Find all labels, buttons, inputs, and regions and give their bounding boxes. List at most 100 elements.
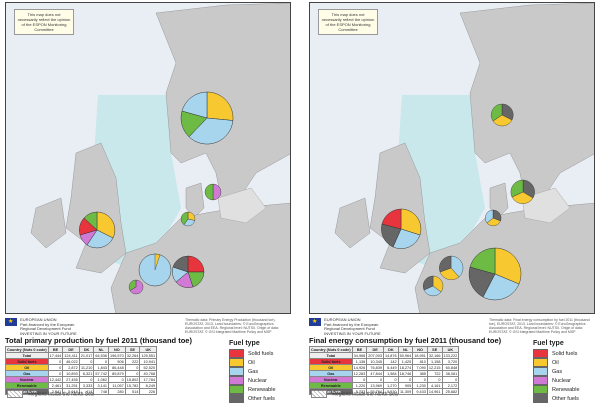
nuclear-swatch	[229, 376, 244, 385]
eu-programme: EUROPEAN UNION	[20, 317, 57, 322]
pie-uk	[381, 208, 422, 249]
table-cell: 226	[139, 388, 158, 395]
legend-label: Solid fuels	[552, 350, 578, 357]
legend-item: Other fuels	[533, 394, 595, 403]
other-fuels-swatch	[229, 394, 244, 403]
other-fuels-swatch	[533, 394, 548, 403]
eu-slogan: INVESTING IN YOUR FUTURE	[20, 330, 77, 336]
map-title: Final energy consumption by fuel 2011 (t…	[309, 336, 502, 345]
pie-de	[468, 247, 522, 301]
pie-be	[422, 275, 444, 296]
solid-fuels-swatch	[533, 349, 548, 358]
pie-no	[491, 103, 514, 127]
regions-label: Regions Inside the North Sea	[332, 391, 398, 398]
final-consumption-panel: This map does not necessarily reflect th…	[307, 0, 597, 403]
hatched-swatch	[311, 390, 327, 398]
legend-label: Nuclear	[552, 377, 571, 384]
legend-label: Other fuels	[248, 395, 275, 402]
eu-programme: EUROPEAN UNION	[324, 317, 361, 322]
table-cell: 11,309	[397, 388, 414, 395]
eu-branding: EUROPEAN UNION Part-financed by the Euro…	[5, 317, 95, 336]
hatched-swatch	[7, 390, 23, 398]
table-cell: 280	[108, 388, 126, 395]
data-table: Country (Nuts 0 code) BE DE DK NL NO SE …	[309, 346, 460, 395]
regions-legend: Regions Inside the North Sea	[311, 390, 398, 398]
legend-title: Fuel type	[533, 340, 564, 347]
row-label: Other fuels	[309, 388, 353, 395]
eu-slogan: INVESTING IN YOUR FUTURE	[324, 330, 381, 336]
north-sea-map	[6, 3, 290, 313]
table-cell: 25,682	[441, 388, 460, 395]
pie-no	[180, 91, 234, 145]
legend-label: Solid fuels	[248, 350, 274, 357]
pie-de	[172, 255, 205, 288]
oil-swatch	[229, 358, 244, 367]
row-label: Other fuels	[5, 388, 49, 395]
gas-swatch	[533, 367, 548, 376]
table-row: Oil 0 2,872 11,210 1,843 86,448 0 52,520	[5, 364, 158, 371]
pie-nl	[439, 255, 464, 281]
map-title: Total primary production by fuel 2011 (t…	[5, 336, 192, 345]
legend-item: Other fuels	[229, 394, 291, 403]
table-cell: 9,433	[412, 388, 428, 395]
table-row: Gas 12,283 47,844 1,584 18,746 385 722 3…	[309, 370, 460, 377]
credits: Thematic data: Final energy consumption …	[489, 318, 590, 334]
regions-legend: Regions Inside the North Sea	[7, 390, 94, 398]
fuel-type-legend: Fuel type Solid fuels Oil Gas Nuclear Re…	[533, 340, 595, 403]
primary-production-panel: This map does not necessarily reflect th…	[3, 0, 293, 403]
pie-dk	[485, 209, 502, 227]
legend-item: Gas	[229, 367, 291, 376]
disclaimer-note: This map does not necessarily reflect th…	[14, 9, 74, 35]
legend-label: Nuclear	[248, 377, 267, 384]
legend-label: Oil	[552, 359, 559, 366]
table-row: Other fuels 5,733 55,784 5,230 11,309 9,…	[309, 388, 460, 395]
nuclear-swatch	[533, 376, 548, 385]
legend-item: Oil	[229, 358, 291, 367]
map-frame: This map does not necessarily reflect th…	[309, 2, 595, 314]
pie-nl	[138, 253, 172, 287]
legend-item: Renewable	[533, 385, 595, 394]
legend-label: Gas	[552, 368, 563, 375]
disclaimer-note: This map does not necessarily reflect th…	[318, 9, 378, 35]
eu-funding: Part-financed by the European Regional D…	[324, 321, 379, 331]
legend-label: Other fuels	[552, 395, 579, 402]
legend-title: Fuel type	[229, 340, 260, 347]
legend-item: Gas	[533, 367, 595, 376]
table-row: Solid fuels 1,136 10,345 142 1,425 810 1…	[309, 358, 460, 365]
oil-swatch	[533, 358, 548, 367]
table-cell: 14,961	[426, 388, 443, 395]
legend-item: Nuclear	[229, 376, 291, 385]
pie-dk	[180, 211, 196, 227]
legend-label: Renewable	[248, 386, 276, 393]
table-cell: 55,784	[366, 388, 385, 395]
legend-item: Renewable	[229, 385, 291, 394]
gas-swatch	[229, 367, 244, 376]
credits: Thematic data: Primary Energy Production…	[185, 318, 279, 334]
renewable-swatch	[229, 385, 244, 394]
regions-label: Regions Inside the North Sea	[28, 391, 94, 398]
eu-flag-icon	[5, 318, 17, 326]
pie-uk	[79, 211, 116, 249]
legend-label: Oil	[248, 359, 255, 366]
legend-item: Solid fuels	[533, 349, 595, 358]
table-row: Other fuels 2,541 5,918 414 748 280 514 …	[5, 388, 158, 395]
eu-funding: Part-financed by the European Regional D…	[20, 321, 75, 331]
eu-flag-icon	[309, 318, 321, 326]
table-cell: 514	[124, 388, 141, 395]
table-cell: 5,918	[62, 388, 80, 395]
table-header-row: Country (Nuts 0 code) BE DE DK NL NO SE …	[309, 346, 460, 353]
legend-item: Oil	[533, 358, 595, 367]
pie-se	[510, 179, 535, 204]
legend-item: Nuclear	[533, 376, 595, 385]
table-cell: 748	[93, 388, 109, 395]
pie-be	[128, 279, 144, 295]
solid-fuels-swatch	[229, 349, 244, 358]
fuel-type-legend: Fuel type Solid fuels Oil Gas Nuclear Re…	[229, 340, 291, 403]
map-frame: This map does not necessarily reflect th…	[5, 2, 291, 314]
legend-label: Renewable	[552, 386, 580, 393]
eu-branding: EUROPEAN UNION Part-financed by the Euro…	[309, 317, 399, 336]
data-table: Country (Nuts 0 code) BE DE DK NL NO SE …	[5, 346, 158, 395]
legend-label: Gas	[248, 368, 259, 375]
footer: EUROPEAN UNION Part-financed by the Euro…	[5, 316, 291, 403]
footer: EUROPEAN UNION Part-financed by the Euro…	[309, 316, 595, 403]
